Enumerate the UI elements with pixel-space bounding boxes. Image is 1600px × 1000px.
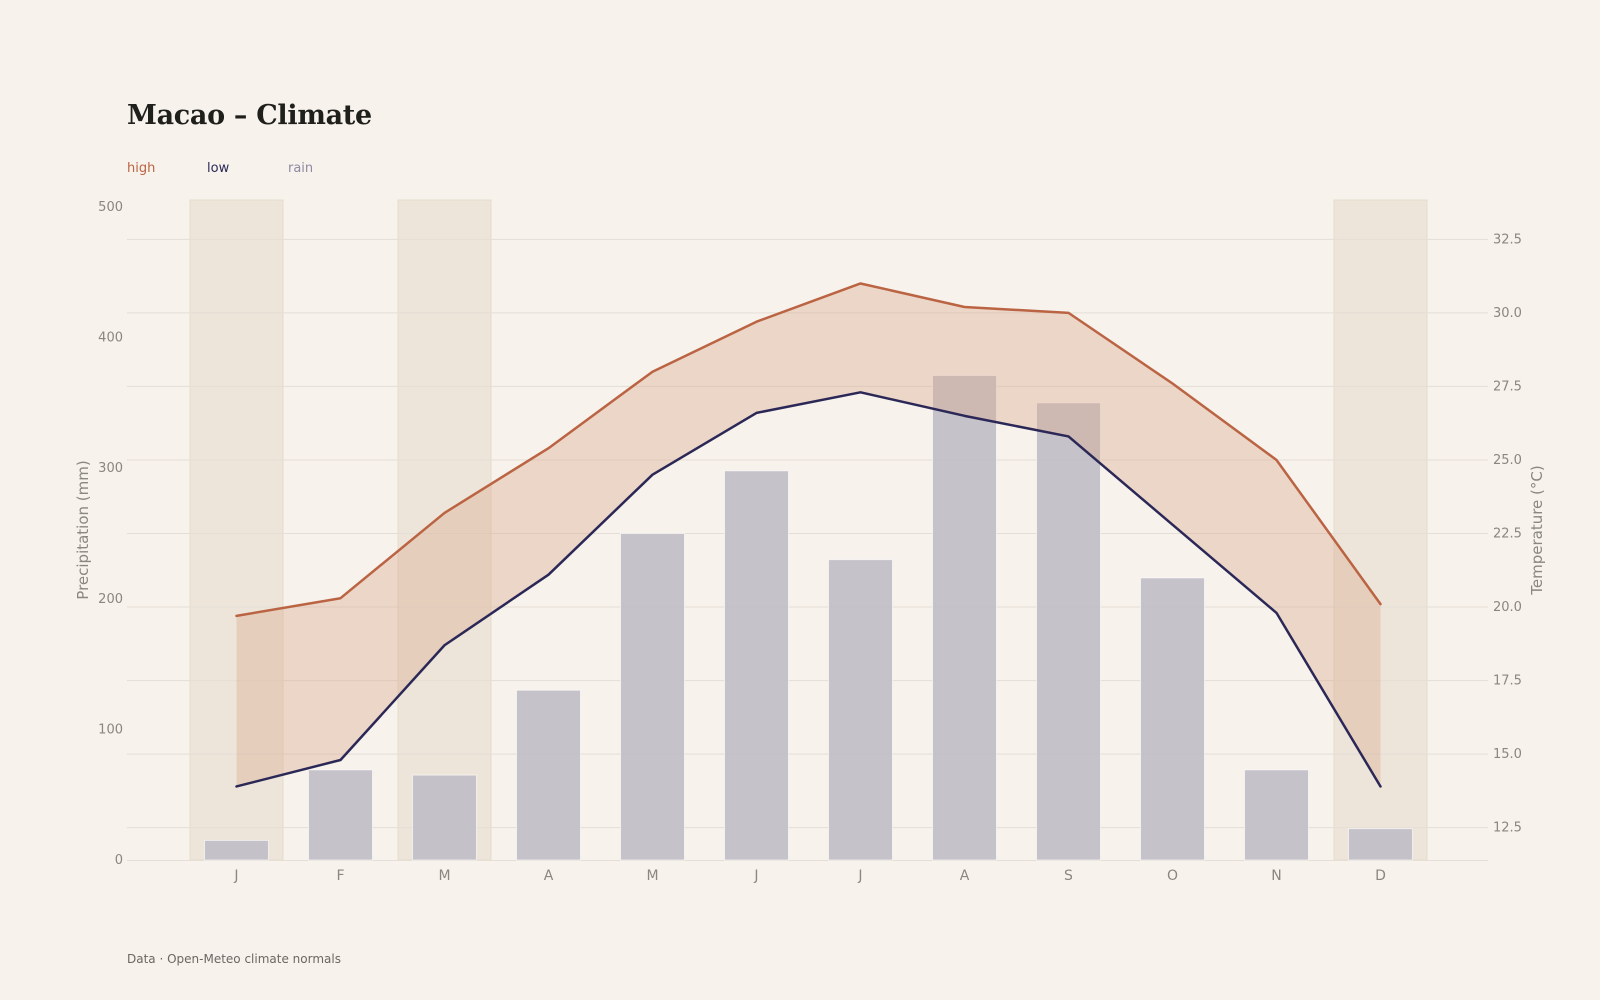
y-right-tick-label: 20.0 <box>1493 600 1522 615</box>
rain-bar <box>828 559 893 861</box>
y-left-tick-label: 100 <box>98 722 123 737</box>
legend-item-rain: rain <box>288 161 314 176</box>
y-right-tick-label: 12.5 <box>1493 821 1522 836</box>
rain-bar <box>1140 577 1205 861</box>
y-left-tick-label: 400 <box>98 331 123 346</box>
low-temperature-line <box>235 391 1382 788</box>
source-note: Data · Open-Meteo climate normals <box>127 952 341 966</box>
y-right-tick-label: 27.5 <box>1493 379 1522 394</box>
highlight-column <box>189 199 284 861</box>
y-right-tick-label: 30.0 <box>1493 306 1522 321</box>
rain-bar <box>724 470 789 861</box>
rain-bar <box>204 839 269 861</box>
rain-bar <box>516 689 581 861</box>
chart-title: Macao – Climate <box>127 100 372 131</box>
rain-bar <box>1244 769 1309 861</box>
rain-bar <box>308 769 373 861</box>
x-tick-label: J <box>233 868 238 884</box>
rain-bar <box>620 533 685 861</box>
x-tick-label: M <box>438 868 450 884</box>
y-left-tick-label: 200 <box>98 592 123 607</box>
x-tick-label: A <box>544 868 554 884</box>
y-right-axis-label: Temperature (°C) <box>1528 465 1546 595</box>
rain-bar <box>1348 828 1413 861</box>
legend-item-high: high <box>127 161 156 176</box>
x-tick-label: M <box>646 868 658 884</box>
legend-item-low: low <box>207 161 230 176</box>
y-right-tick-label: 32.5 <box>1493 232 1522 247</box>
y-right-tick-label: 15.0 <box>1493 747 1522 762</box>
highlight-column <box>397 199 492 861</box>
high-temperature-line <box>235 282 1382 618</box>
x-tick-label: J <box>857 868 862 884</box>
x-tick-label: J <box>753 868 758 884</box>
y-left-tick-label: 500 <box>98 200 123 215</box>
x-tick-label: N <box>1271 868 1281 884</box>
x-tick-label: O <box>1167 868 1178 884</box>
y-left-axis-label: Precipitation (mm) <box>74 460 92 599</box>
rain-bar <box>932 374 997 861</box>
rain-bar <box>1036 402 1101 861</box>
y-right-tick-label: 25.0 <box>1493 453 1522 468</box>
highlight-column <box>1333 199 1428 861</box>
y-left-tick-label: 0 <box>115 853 123 868</box>
y-right-tick-label: 22.5 <box>1493 527 1522 542</box>
rain-bar <box>412 774 477 861</box>
y-right-tick-label: 17.5 <box>1493 674 1522 689</box>
x-tick-label: S <box>1064 868 1073 884</box>
x-tick-label: A <box>960 868 970 884</box>
y-left-tick-label: 300 <box>98 461 123 476</box>
temperature-band <box>236 283 1381 787</box>
x-tick-label: F <box>336 868 344 884</box>
x-tick-label: D <box>1375 868 1386 884</box>
